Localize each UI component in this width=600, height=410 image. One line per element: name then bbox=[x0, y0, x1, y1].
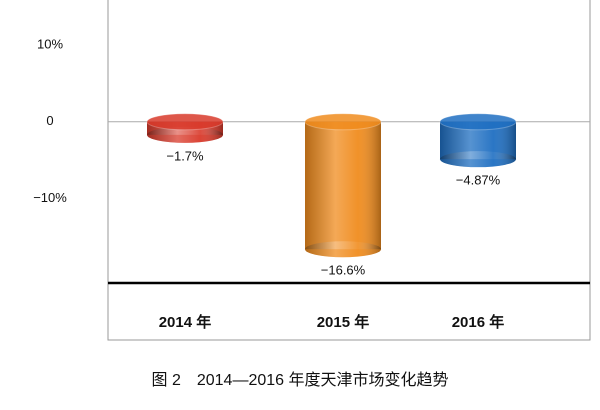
y-tick-label: 0 bbox=[46, 113, 53, 128]
value-label: −16.6% bbox=[321, 263, 366, 278]
bar-end-shading bbox=[305, 241, 381, 258]
x-tick-label: 2015 年 bbox=[317, 313, 370, 331]
bar-end-shading bbox=[147, 126, 223, 143]
chart-title: 图 2 2014—2016 年度天津市场变化趋势 bbox=[152, 371, 449, 389]
bar-top bbox=[304, 113, 382, 131]
shading bbox=[305, 121, 381, 250]
bar-top bbox=[439, 113, 517, 131]
x-tick-label: 2014 年 bbox=[159, 313, 212, 331]
bar-end-shading bbox=[440, 151, 516, 168]
y-tick-label: −10% bbox=[33, 190, 67, 205]
bar-top bbox=[146, 113, 224, 131]
value-label: −4.87% bbox=[456, 173, 501, 188]
y-tick-label: 10% bbox=[37, 36, 63, 51]
x-tick-label: 2016 年 bbox=[452, 313, 505, 331]
value-label: −1.7% bbox=[166, 148, 204, 163]
plot-frame bbox=[107, 0, 591, 341]
